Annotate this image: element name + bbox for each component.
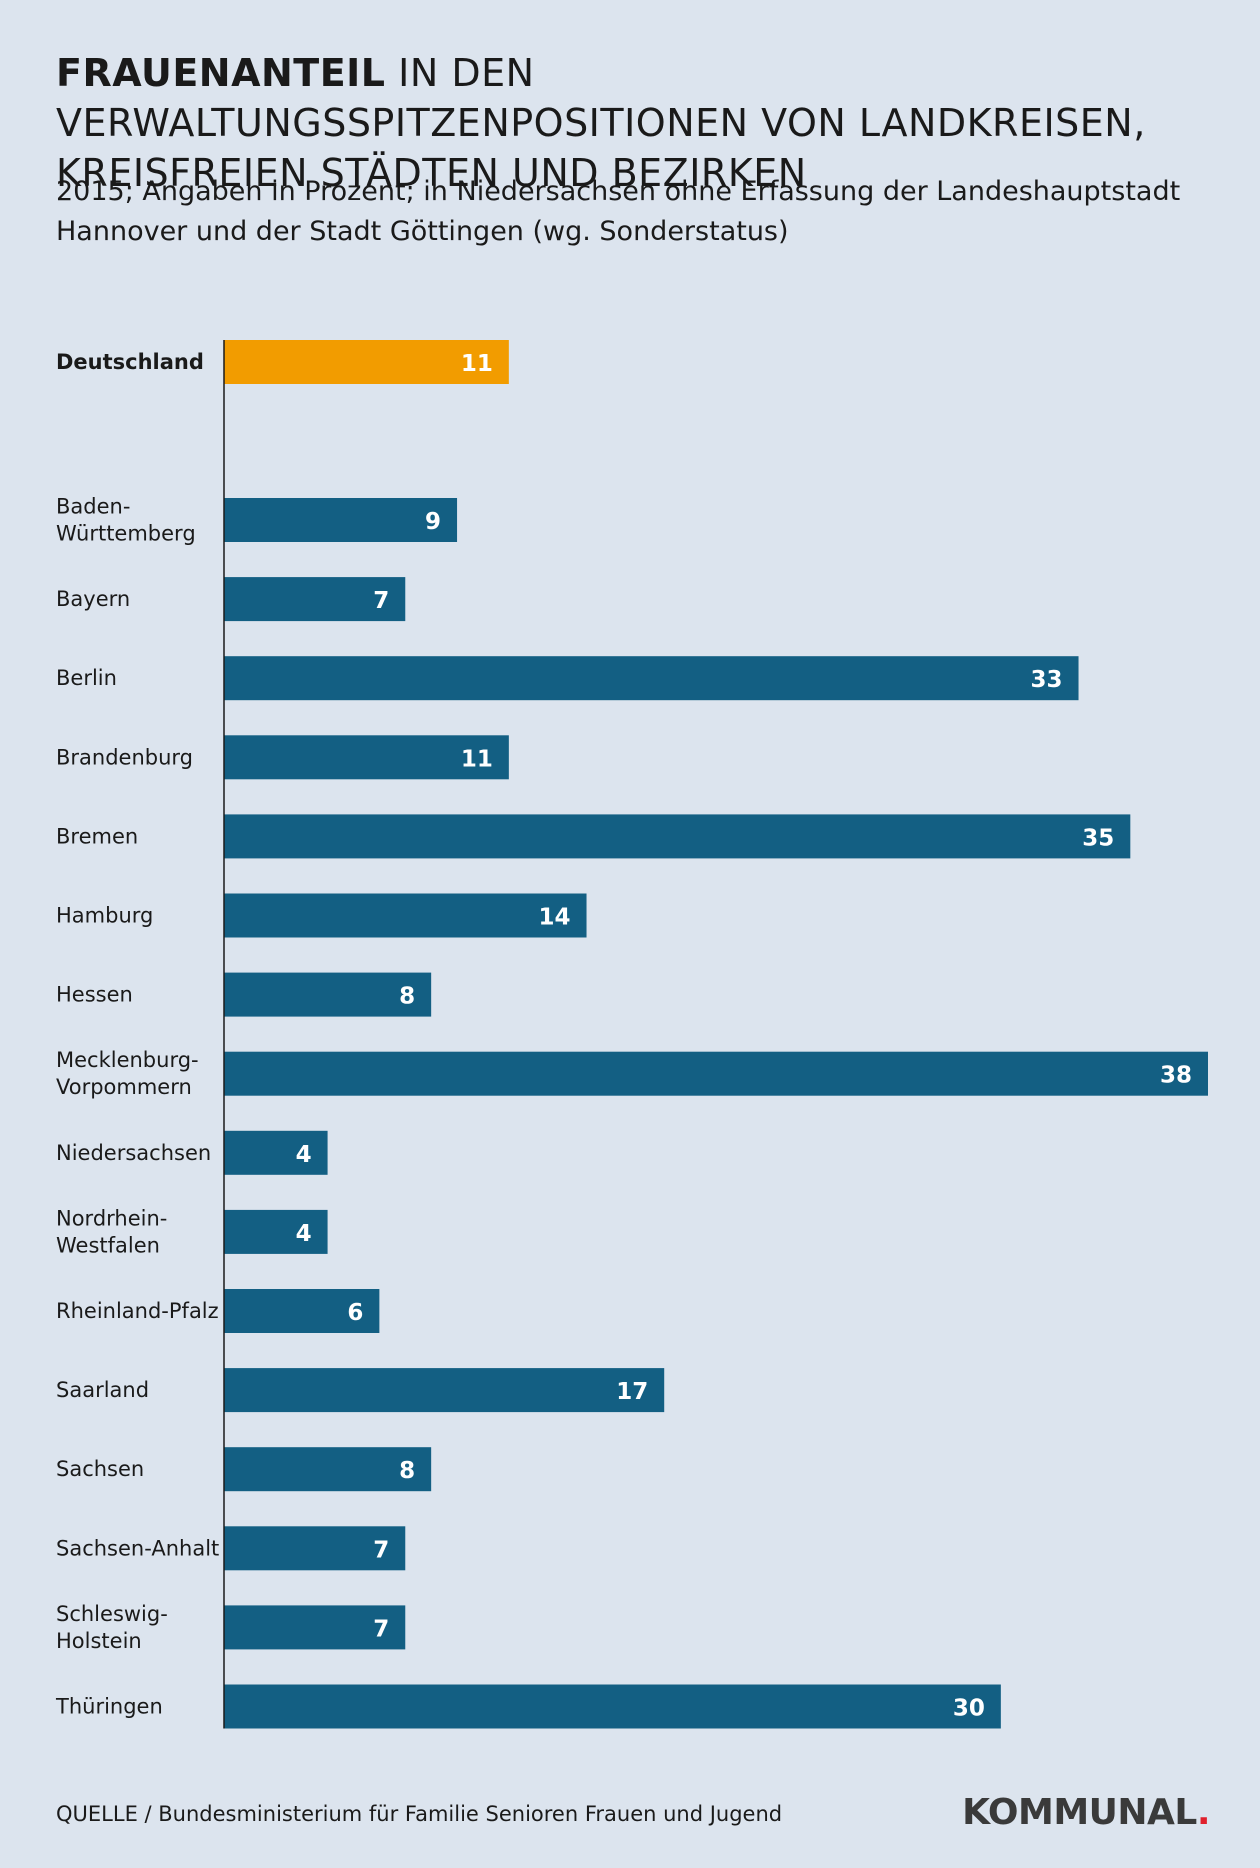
bar-nordrhein-westfalen — [224, 1209, 328, 1254]
category-label-saarland: Saarland — [56, 1378, 149, 1402]
bar-bremen-value-label: 35 — [1082, 825, 1114, 851]
category-label-sachsen-line: Sachsen — [56, 1457, 144, 1481]
source-note: QUELLE / Bundesministerium für Familie S… — [56, 1802, 783, 1826]
category-label-bremen: Bremen — [56, 824, 138, 848]
bar-brandenburg — [224, 735, 509, 780]
bar-baden-württemberg — [224, 498, 458, 542]
category-label-sachsen-anhalt: Sachsen-Anhalt — [56, 1536, 219, 1560]
category-label-sachsen: Sachsen — [56, 1457, 144, 1481]
bar-berlin-value-label: 33 — [1031, 667, 1063, 693]
bar-thüringen — [224, 1684, 1001, 1729]
category-label-bremen-line: Bremen — [56, 824, 138, 848]
category-label-nordrhein-westfalen-line: Westfalen — [56, 1233, 160, 1257]
category-label-brandenburg: Brandenburg — [56, 745, 193, 769]
category-label-sachsen-anhalt-line: Sachsen-Anhalt — [56, 1536, 219, 1560]
category-label-mecklenburg-vorpommern-line: Mecklenburg- — [56, 1048, 199, 1072]
bar-hamburg — [224, 893, 587, 938]
bar-mecklenburg-vorpommern — [224, 1051, 1208, 1096]
bar-niedersachsen-value-label: 4 — [296, 1142, 312, 1168]
category-label-schleswig-holstein-line: Holstein — [56, 1629, 142, 1653]
logo-dot: . — [1196, 1792, 1211, 1833]
bar-rheinland-pfalz-value-label: 6 — [347, 1300, 363, 1326]
bar-schleswig-holstein — [224, 1605, 406, 1650]
bar-bayern-value-label: 7 — [373, 588, 389, 614]
category-label-bayern: Bayern — [56, 587, 130, 611]
bar-deutschland-value-label: 11 — [461, 351, 493, 377]
category-label-thüringen-line: Thüringen — [55, 1695, 163, 1719]
category-label-berlin: Berlin — [56, 666, 117, 690]
bar-brandenburg-value-label: 11 — [461, 746, 493, 772]
category-label-nordrhein-westfalen-line: Nordrhein- — [56, 1206, 167, 1230]
logo-text: KOMMUNAL — [962, 1792, 1197, 1833]
category-label-deutschland: Deutschland — [56, 350, 204, 374]
category-label-hamburg: Hamburg — [56, 904, 153, 928]
bar-hamburg-value-label: 14 — [539, 905, 571, 931]
category-label-niedersachsen-line: Niedersachsen — [56, 1141, 211, 1165]
bar-sachsen-value-label: 8 — [399, 1458, 415, 1484]
category-label-hessen: Hessen — [56, 983, 133, 1007]
category-label-hessen-line: Hessen — [56, 983, 133, 1007]
kommunal-logo: KOMMUNAL. — [962, 1792, 1210, 1833]
category-label-mecklenburg-vorpommern-line: Vorpommern — [56, 1075, 192, 1099]
bar-saarland — [224, 1368, 665, 1413]
bar-mecklenburg-vorpommern-value-label: 38 — [1160, 1063, 1192, 1089]
title-rest: IN DEN VERWALTUNGSSPITZENPOSITIONEN VON … — [56, 51, 1146, 195]
chart-title: FRAUENANTEIL IN DEN VERWALTUNGSSPITZENPO… — [56, 48, 1216, 198]
bar-sachsen — [224, 1447, 432, 1492]
bar-deutschland — [224, 340, 509, 384]
bar-bayern — [224, 577, 406, 622]
category-label-bayern-line: Bayern — [56, 587, 130, 611]
bar-berlin — [224, 656, 1079, 701]
category-label-baden-württemberg: Baden- Württemberg — [56, 495, 196, 546]
bar-schleswig-holstein-value-label: 7 — [373, 1616, 389, 1642]
category-label-berlin-line: Berlin — [56, 666, 117, 690]
category-label-brandenburg-line: Brandenburg — [56, 745, 193, 769]
bar-sachsen-anhalt-value-label: 7 — [373, 1537, 389, 1563]
bar-baden-württemberg-value-label: 9 — [425, 509, 441, 535]
title-strong: FRAUENANTEIL — [56, 51, 386, 95]
bar-thüringen-value-label: 30 — [953, 1696, 985, 1722]
category-label-schleswig-holstein: Schleswig- Holstein — [56, 1602, 168, 1653]
bar-nordrhein-westfalen-value-label: 4 — [296, 1221, 312, 1247]
category-label-nordrhein-westfalen: Nordrhein- Westfalen — [56, 1206, 167, 1257]
category-label-schleswig-holstein-line: Schleswig- — [56, 1602, 168, 1626]
category-label-rheinland-pfalz-line: Rheinland-Pfalz — [56, 1299, 219, 1323]
category-label-saarland-line: Saarland — [56, 1378, 149, 1402]
bar-niedersachsen — [224, 1130, 328, 1175]
category-label-rheinland-pfalz: Rheinland-Pfalz — [56, 1299, 219, 1323]
bar-bremen — [224, 814, 1131, 859]
category-label-hamburg-line: Hamburg — [56, 904, 153, 928]
bar-rheinland-pfalz — [224, 1289, 380, 1333]
bar-hessen-value-label: 8 — [399, 984, 415, 1010]
chart-subtitle: 2015; Angaben in Prozent; in Niedersachs… — [56, 176, 1181, 247]
category-label-baden-württemberg-line: Württemberg — [56, 522, 196, 546]
bar-hessen — [224, 972, 432, 1017]
category-label-mecklenburg-vorpommern: Mecklenburg- Vorpommern — [56, 1048, 199, 1099]
bar-sachsen-anhalt — [224, 1526, 406, 1571]
category-label-thüringen: Thüringen — [55, 1695, 163, 1719]
category-label-baden-württemberg-line: Baden- — [56, 495, 130, 519]
category-label-niedersachsen: Niedersachsen — [56, 1141, 211, 1165]
bar-saarland-value-label: 17 — [616, 1379, 648, 1405]
category-label-deutschland-line: Deutschland — [56, 350, 204, 374]
